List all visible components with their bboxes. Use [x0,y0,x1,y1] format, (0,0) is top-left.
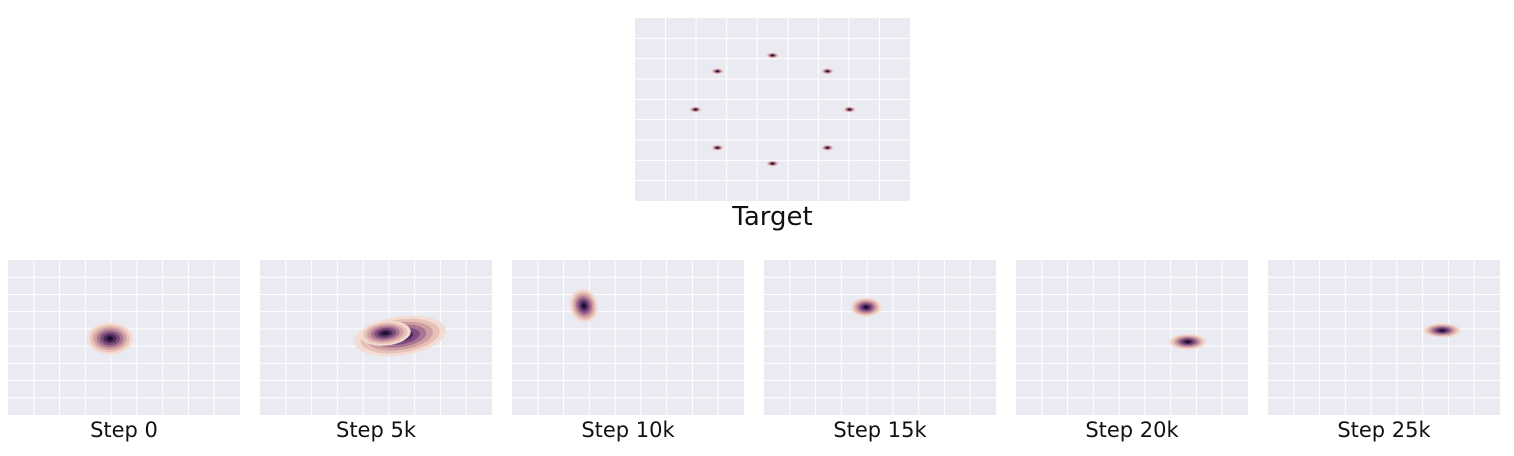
step-15k-title: Step 15k [833,418,927,442]
plot-background [512,260,744,415]
step-10k-plot [512,260,744,415]
density-mode [821,144,834,151]
target-title: Target [732,202,813,232]
density-contour [1185,340,1191,343]
target-panel: Target [635,18,910,235]
density-contour [716,146,719,149]
step-10k-panel: Step 10k [512,260,744,450]
density-mode [766,160,779,167]
step-20k-panel: Step 20k [1016,260,1248,450]
density-mode [86,322,134,355]
density-contour [826,70,829,73]
density-contour [716,70,719,73]
density-contour [771,54,774,57]
target-plot [635,18,910,201]
plot-background [764,260,996,415]
plot-background [1016,260,1248,415]
density-contour [106,336,114,341]
step-0-plot [8,260,240,415]
plot-background [1268,260,1500,415]
density-contour [694,108,697,111]
step-15k-plot [764,260,996,415]
step-25k-title: Step 25k [1337,418,1431,442]
step-0-title: Step 0 [90,418,158,442]
density-contour [848,108,851,111]
density-mode [821,68,834,75]
density-mode [850,297,882,317]
density-contour [771,162,774,165]
step-20k-title: Step 20k [1085,418,1179,442]
density-mode [359,320,411,346]
density-contour [1439,329,1445,332]
step-5k-panel: Step 5k [260,260,492,450]
density-mode [1423,323,1461,338]
density-contour [381,331,389,336]
step-15k-panel: Step 15k [764,260,996,450]
step-5k-plot [260,260,492,415]
density-contour [863,305,869,309]
density-mode [843,106,856,113]
density-mode [569,289,599,323]
step-10k-title: Step 10k [581,418,675,442]
step-20k-plot [1016,260,1248,415]
density-mode [689,106,702,113]
density-mode [711,68,724,75]
step-5k-title: Step 5k [335,418,416,442]
density-mode [1169,333,1207,350]
step-25k-plot [1268,260,1500,415]
density-mode [711,144,724,151]
step-0-panel: Step 0 [8,260,240,450]
density-mode [766,52,779,59]
density-contour [581,303,586,309]
plot-background [635,18,910,201]
density-contour [826,146,829,149]
step-25k-panel: Step 25k [1268,260,1500,450]
